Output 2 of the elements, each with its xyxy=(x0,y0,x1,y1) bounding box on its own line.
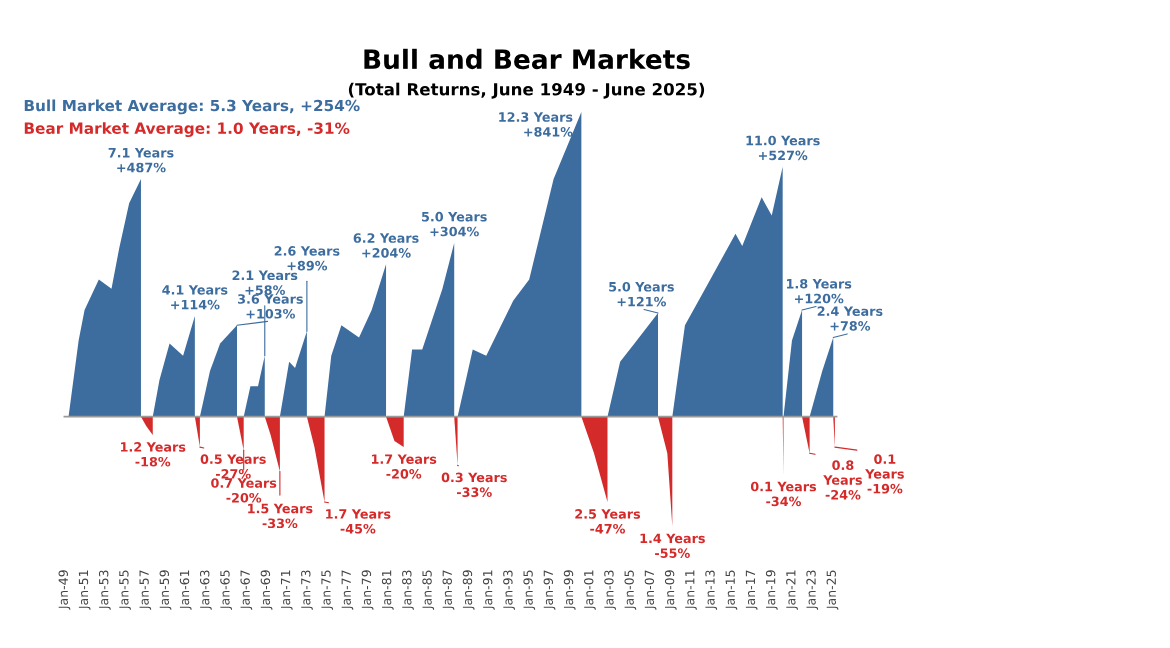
chart-subtitle: (Total Returns, June 1949 - June 2025) xyxy=(348,82,705,99)
chart-title: Bull and Bear Markets xyxy=(364,48,690,70)
